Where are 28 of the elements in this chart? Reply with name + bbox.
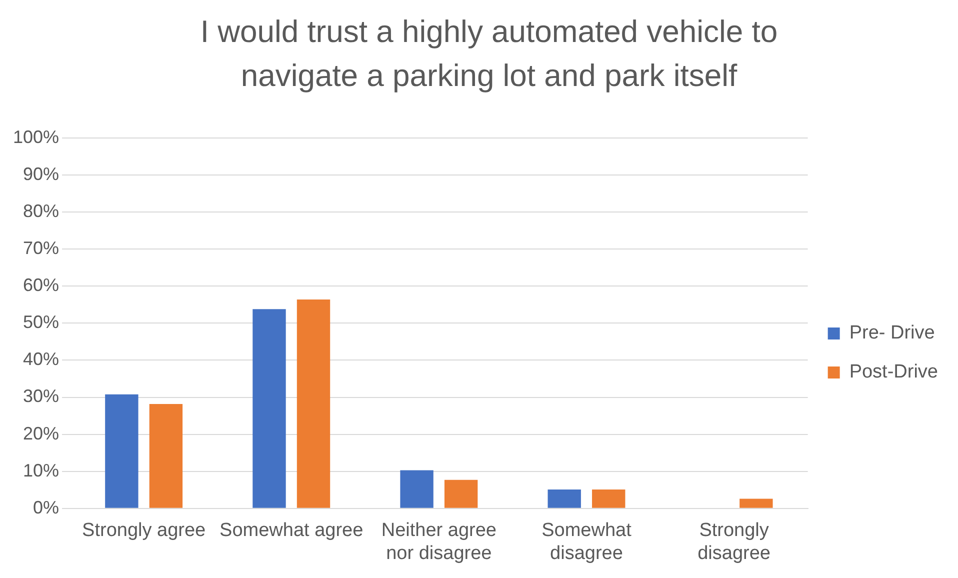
y-tick-label: 10% <box>23 460 60 480</box>
y-tick-label: 90% <box>23 164 60 184</box>
legend-label: Post-Drive <box>849 362 938 383</box>
x-tick-label: Somewhat disagree <box>542 520 632 564</box>
y-tick-label: 60% <box>23 275 60 296</box>
bar <box>592 490 626 508</box>
bar <box>740 498 773 508</box>
legend-label: Pre- Drive <box>849 322 935 344</box>
y-tick-label: 70% <box>23 238 60 258</box>
bar <box>444 480 478 508</box>
bar <box>296 299 330 508</box>
y-tick-label: 80% <box>23 201 60 222</box>
x-tick-label: Neither agree nor disagree <box>381 520 496 564</box>
y-tick-label: 40% <box>23 349 60 370</box>
y-tick-label: 100% <box>12 126 60 147</box>
bar <box>149 404 183 508</box>
x-tick-label: Strongly agree <box>82 520 206 542</box>
bar <box>548 490 581 508</box>
x-tick-label: Somewhat agree <box>220 520 364 542</box>
y-tick-label: 30% <box>23 386 60 406</box>
x-tick-label: Strongly disagree <box>698 520 770 564</box>
bar <box>105 394 138 508</box>
y-tick-label: 0% <box>33 497 60 518</box>
chart-title: I would trust a highly automated vehicle to navigate a parking lot and park itself <box>199 13 779 95</box>
bar <box>252 309 286 508</box>
y-tick-label: 50% <box>23 312 60 332</box>
y-tick-label: 20% <box>23 423 60 444</box>
bar <box>400 470 434 508</box>
